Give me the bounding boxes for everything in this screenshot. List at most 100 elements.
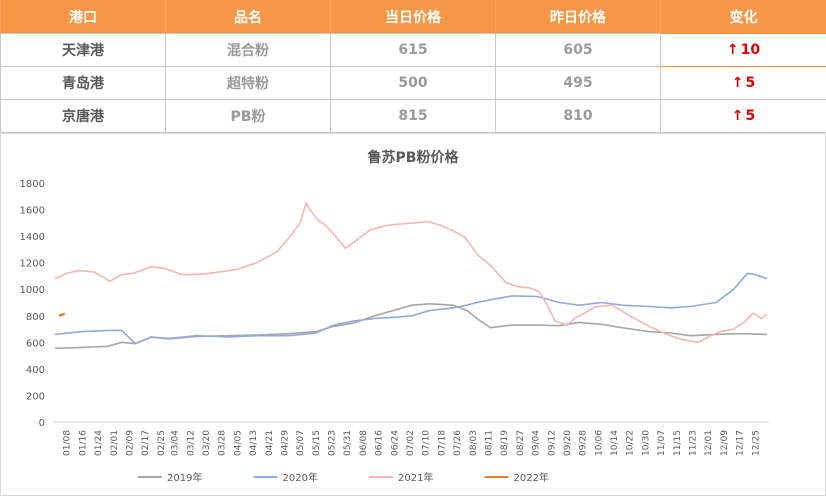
y-tick-label: 1600 (20, 206, 45, 217)
series-line (54, 202, 768, 344)
x-tick-label: 07/26 (453, 430, 463, 456)
port-cell: 京唐港 (0, 99, 166, 133)
change-value: 5 (745, 108, 756, 124)
legend-label: 2019年 (167, 471, 202, 484)
header-change: 变化 (660, 0, 826, 34)
x-tick-label: 05/31 (343, 430, 353, 456)
chart-title: 鲁苏PB粉价格 (367, 149, 460, 166)
x-tick-label: 06/16 (375, 430, 385, 456)
product-cell: 超特粉 (165, 66, 331, 100)
price-chart-panel: 鲁苏PB粉价格 0 200 400 600 800 1000 1200 1400 1600 180… (0, 133, 826, 496)
x-tick-label: 07/10 (422, 430, 432, 456)
plot-area (54, 202, 768, 350)
x-tick-label: 04/13 (249, 430, 259, 456)
x-tick-label: 08/11 (484, 430, 494, 456)
x-tick-label: 12/01 (704, 430, 714, 456)
x-tick-label: 03/12 (186, 430, 196, 456)
table-row: 京唐港 PB粉 815 810 ↑ 5 (0, 99, 826, 133)
up-arrow-icon: ↑ (731, 75, 744, 91)
change-value: 5 (745, 75, 756, 91)
change-cell: ↑ 5 (660, 66, 826, 100)
chart-legend: 2019年 2020年 2021年 2022年 (138, 471, 549, 484)
header-today-price: 当日价格 (330, 0, 496, 34)
series-line (58, 312, 66, 317)
x-tick-label: 10/22 (626, 430, 636, 456)
port-cell: 天津港 (0, 33, 166, 67)
x-axis: 01/08 01/16 01/24 02/01 02/09 02/17 02/25 03/04… (53, 421, 769, 456)
yesterday-price-cell: 495 (495, 66, 661, 100)
y-axis: 0 200 400 600 800 1000 1200 1400 1600 1800 (20, 179, 45, 429)
product-cell: PB粉 (165, 99, 331, 133)
yesterday-price-cell: 605 (495, 33, 661, 67)
today-price-cell: 615 (330, 33, 496, 67)
header-product: 品名 (165, 0, 331, 34)
price-line-chart: 鲁苏PB粉价格 0 200 400 600 800 1000 1200 1400 1600 180… (20, 149, 769, 484)
x-tick-label: 08/27 (516, 430, 526, 456)
x-tick-label: 09/04 (532, 430, 542, 456)
price-table: 港口 品名 当日价格 昨日价格 变化 天津港 混合粉 615 605 ↑ 10 青… (0, 0, 826, 133)
x-tick-label: 05/07 (296, 430, 306, 456)
today-price-cell: 500 (330, 66, 496, 100)
x-tick-label: 08/03 (469, 430, 479, 456)
x-tick-label: 02/01 (110, 430, 120, 456)
y-tick-label: 1200 (20, 259, 45, 270)
x-tick-label: 02/09 (126, 430, 136, 456)
table-row: 天津港 混合粉 615 605 ↑ 10 (0, 33, 826, 67)
x-tick-label: 09/12 (547, 430, 557, 456)
x-tick-label: 03/04 (171, 430, 181, 456)
x-tick-label: 12/17 (736, 430, 746, 456)
y-tick-label: 800 (26, 312, 45, 323)
x-tick-label: 06/08 (359, 430, 369, 456)
x-tick-label: 06/24 (390, 430, 400, 456)
x-tick-label: 04/21 (265, 430, 275, 456)
y-tick-label: 1800 (20, 179, 45, 190)
yesterday-price-cell: 810 (495, 99, 661, 133)
x-tick-label: 04/29 (280, 430, 290, 456)
product-cell: 混合粉 (165, 33, 331, 67)
change-cell: ↑ 10 (660, 33, 826, 67)
x-tick-label: 11/23 (688, 430, 698, 456)
series-line (54, 303, 768, 350)
y-tick-label: 200 (26, 391, 45, 402)
x-tick-label: 05/23 (328, 430, 338, 456)
x-tick-label: 01/08 (63, 430, 73, 456)
x-tick-label: 10/30 (641, 430, 651, 456)
legend-label: 2020年 (283, 471, 318, 484)
x-tick-label: 01/16 (78, 430, 88, 456)
x-tick-label: 05/15 (312, 430, 322, 456)
x-tick-label: 10/06 (594, 430, 604, 456)
x-tick-label: 04/05 (233, 430, 243, 456)
header-yesterday-price: 昨日价格 (495, 0, 661, 34)
header-port: 港口 (0, 0, 166, 34)
today-price-cell: 815 (330, 99, 496, 133)
y-tick-label: 600 (26, 338, 45, 349)
x-tick-label: 02/25 (157, 430, 167, 456)
x-tick-label: 07/18 (437, 430, 447, 456)
x-tick-label: 11/15 (673, 430, 683, 456)
x-tick-label: 08/19 (500, 430, 510, 456)
y-tick-label: 1400 (20, 232, 45, 243)
x-tick-label: 12/25 (751, 430, 761, 456)
price-table-header: 港口 品名 当日价格 昨日价格 变化 (0, 0, 826, 34)
x-tick-label: 02/17 (141, 430, 151, 456)
x-tick-label: 01/24 (94, 430, 104, 456)
up-arrow-icon: ↑ (731, 108, 744, 124)
x-tick-label: 12/09 (720, 430, 730, 456)
x-tick-label: 03/20 (202, 430, 212, 456)
x-tick-label: 10/14 (610, 430, 620, 456)
x-tick-label: 11/07 (657, 430, 667, 456)
legend-label: 2021年 (398, 471, 433, 484)
legend-label: 2022年 (514, 471, 549, 484)
table-row: 青岛港 超特粉 500 495 ↑ 5 (0, 66, 826, 100)
up-arrow-icon: ↑ (726, 42, 739, 58)
change-value: 10 (740, 42, 761, 58)
series-line (54, 272, 768, 345)
port-cell: 青岛港 (0, 66, 166, 100)
y-tick-label: 1000 (20, 285, 45, 296)
y-tick-label: 400 (26, 365, 45, 376)
change-cell: ↑ 5 (660, 99, 826, 133)
x-tick-label: 03/28 (218, 430, 228, 456)
x-tick-label: 09/28 (579, 430, 589, 456)
x-tick-label: 09/20 (563, 430, 573, 456)
x-tick-label: 07/02 (406, 430, 416, 456)
